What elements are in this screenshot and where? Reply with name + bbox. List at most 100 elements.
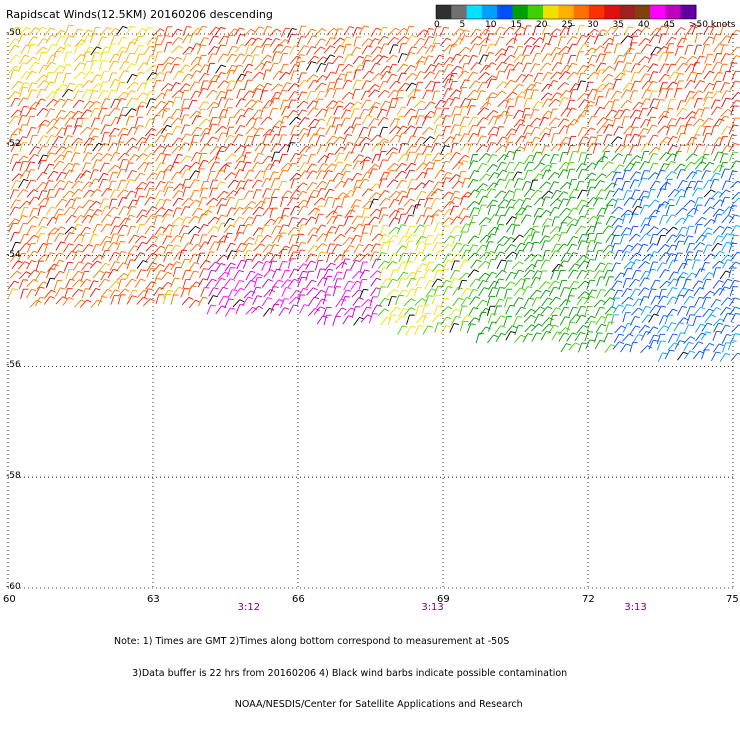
- wind-barb: [468, 179, 478, 188]
- wind-barb: [705, 198, 715, 207]
- wind-barb: [486, 242, 494, 251]
- wind-barb: [543, 33, 551, 43]
- wind-barb: [731, 56, 740, 64]
- wind-barb: [478, 205, 486, 214]
- wind-barb: [45, 253, 55, 262]
- wind-barb: [298, 92, 307, 101]
- wind-barb: [541, 146, 550, 155]
- wind-barb: [144, 144, 155, 151]
- wind-barb: [630, 253, 641, 260]
- wind-barb: [74, 72, 85, 79]
- wind-barb: [336, 299, 346, 307]
- wind-barb: [477, 136, 487, 145]
- wind-barb: [325, 154, 334, 163]
- wind-barb: [468, 161, 478, 170]
- wind-barb: [729, 143, 739, 151]
- longitude-label: 66: [292, 594, 305, 605]
- wind-barb: [631, 118, 640, 127]
- wind-barb: [684, 162, 695, 170]
- wind-barb: [287, 163, 297, 172]
- wind-barb: [354, 37, 362, 47]
- wind-barb: [488, 116, 498, 125]
- wind-barb: [381, 279, 392, 287]
- wind-barb: [612, 226, 622, 235]
- wind-barb: [713, 226, 724, 233]
- wind-barb: [513, 298, 523, 306]
- wind-barb: [721, 126, 731, 134]
- colorbar-label: 45: [664, 20, 675, 30]
- wind-barb: [398, 326, 408, 335]
- wind-barb: [683, 279, 691, 288]
- wind-barb: [353, 307, 361, 317]
- wind-barb: [566, 125, 574, 135]
- wind-barb: [478, 82, 488, 91]
- wind-barb: [587, 187, 596, 196]
- wind-barb: [621, 90, 631, 98]
- wind-barb: [65, 233, 75, 242]
- wind-barb: [290, 173, 301, 180]
- colorbar-swatch: [589, 5, 605, 19]
- wind-barb: [468, 125, 477, 134]
- wind-barb: [28, 154, 39, 162]
- wind-barb: [693, 281, 703, 289]
- wind-barb: [531, 82, 541, 90]
- wind-barb: [506, 106, 514, 115]
- wind-barb: [146, 253, 157, 261]
- colorbar-swatch: [436, 5, 452, 19]
- wind-barb: [441, 307, 452, 314]
- wind-barb: [440, 38, 451, 46]
- wind-barb: [497, 137, 507, 145]
- wind-barb: [729, 268, 737, 278]
- wind-barb: [28, 251, 39, 259]
- wind-barb: [262, 156, 273, 164]
- wind-barb: [557, 270, 565, 279]
- wind-barb: [469, 297, 480, 305]
- wind-barb: [334, 45, 344, 53]
- wind-barb: [183, 187, 191, 197]
- wind-barb: [495, 179, 505, 188]
- wind-barb: [380, 142, 389, 151]
- wind-barb: [209, 117, 217, 126]
- wind-barb: [308, 80, 318, 88]
- colorbar-label: 5: [460, 20, 466, 30]
- wind-barb: [695, 217, 706, 224]
- wind-barb: [107, 242, 118, 250]
- wind-barb: [702, 323, 712, 331]
- wind-barb: [728, 135, 737, 144]
- wind-barb: [647, 107, 657, 116]
- wind-barb: [524, 142, 532, 151]
- wind-barb: [26, 261, 36, 270]
- wind-barb: [531, 90, 539, 99]
- wind-barb: [9, 219, 20, 227]
- wind-barb: [164, 42, 172, 52]
- wind-barb: [731, 106, 739, 116]
- wind-barb: [12, 174, 23, 181]
- wind-barb: [263, 169, 271, 179]
- wind-barb: [702, 45, 710, 55]
- wind-barb: [281, 270, 290, 279]
- wind-barb: [134, 126, 143, 135]
- wind-barb: [434, 71, 444, 80]
- wind-barb: [172, 37, 183, 45]
- wind-barb: [201, 181, 209, 190]
- wind-barb: [218, 133, 227, 142]
- wind-barb: [675, 341, 685, 350]
- wind-barb: [495, 326, 506, 334]
- wind-barb: [622, 297, 633, 304]
- colorbar-label: 15: [511, 20, 522, 30]
- wind-barb: [504, 282, 515, 289]
- wind-barb: [404, 299, 415, 306]
- wind-barb: [224, 279, 235, 287]
- wind-barb: [675, 46, 683, 55]
- wind-barb: [434, 270, 442, 279]
- wind-barb: [279, 308, 289, 316]
- wind-barb: [441, 269, 449, 279]
- wind-barb: [504, 316, 512, 326]
- wind-barb: [341, 118, 350, 127]
- wind-barb: [685, 80, 695, 88]
- wind-barb: [657, 235, 666, 244]
- wind-barb: [604, 333, 613, 342]
- wind-barb: [677, 63, 688, 71]
- wind-barb: [181, 115, 189, 124]
- wind-barb: [225, 154, 236, 161]
